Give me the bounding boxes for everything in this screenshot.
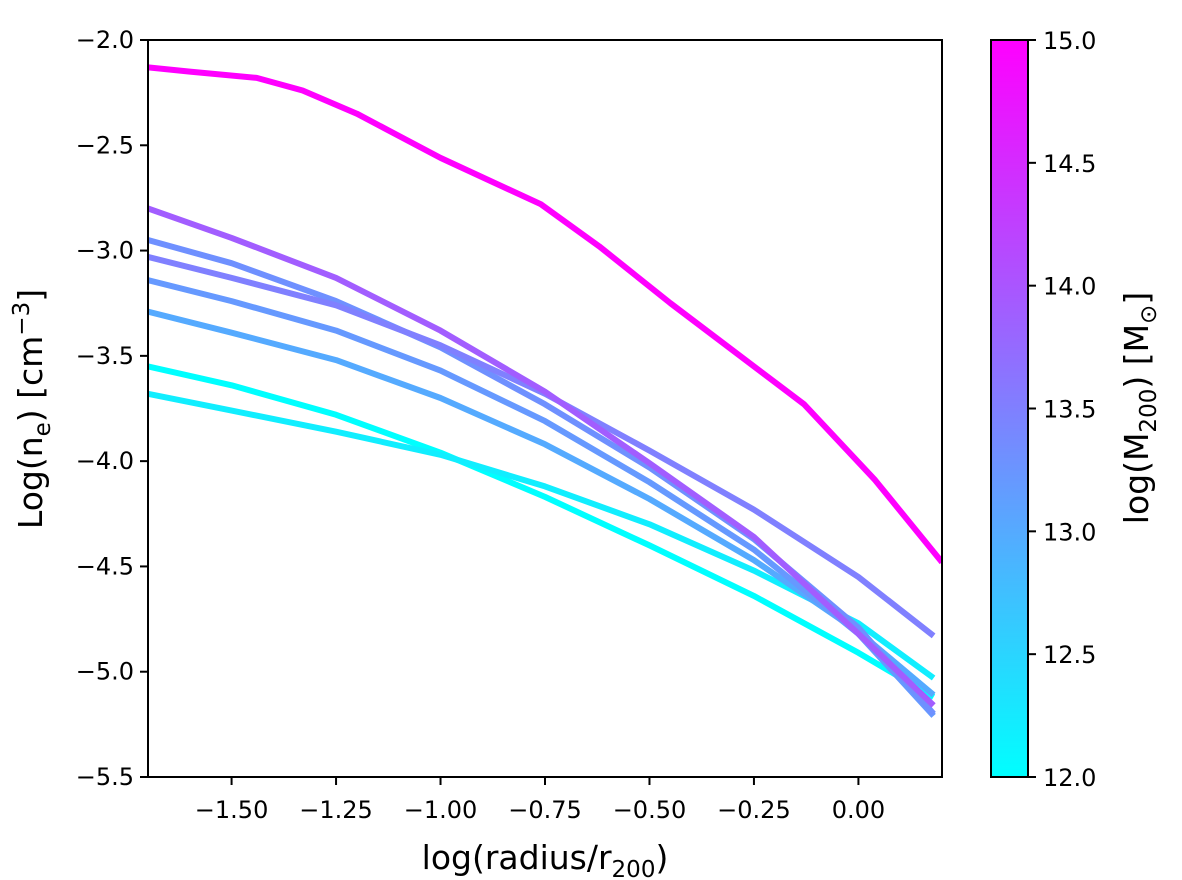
x-tick-label: −0.25: [717, 796, 791, 824]
series-line-1: [148, 363, 936, 700]
x-tick-label: −0.75: [508, 796, 582, 824]
colorbar: [990, 39, 1029, 778]
y-axis: −2.0 −2.5 −3.0 −3.5 −4.0 −4.5 −5.0 −5.5: [76, 26, 148, 791]
series-line-8: [148, 64, 942, 565]
colorbar-axis: 12.0 12.5 13.0 13.5 14.0 14.5 15.0: [1028, 27, 1096, 792]
colorbar-tick-label: 13.5: [1043, 396, 1096, 424]
x-tick-label: −1.25: [299, 796, 373, 824]
y-tick-label: −2.5: [76, 131, 134, 159]
y-tick-label: −3.5: [76, 342, 134, 370]
x-tick-label: 0.00: [832, 796, 885, 824]
series-line-2: [148, 390, 936, 681]
y-tick-label: −5.5: [76, 763, 134, 791]
plot-frame: [147, 39, 943, 778]
y-tick-label: −4.0: [76, 447, 134, 475]
colorbar-tick-label: 14.5: [1043, 150, 1096, 178]
colorbar-label: log(M200) [M⊙]: [1117, 292, 1162, 524]
series-line-3: [148, 308, 936, 698]
y-tick-label: −5.0: [76, 658, 134, 686]
x-tick-label: −1.00: [404, 796, 478, 824]
colorbar-tick-label: 13.0: [1043, 518, 1096, 546]
y-tick-label: −2.0: [76, 26, 134, 54]
colorbar-tick-label: 12.5: [1043, 641, 1096, 669]
y-tick-label: −4.5: [76, 552, 134, 580]
x-tick-label: −1.50: [195, 796, 269, 824]
x-axis-label: log(radius/r200): [422, 838, 669, 880]
colorbar-tick-label: 14.0: [1043, 273, 1096, 301]
x-axis: −1.50 −1.25 −1.00 −0.75 −0.50 −0.25 0.00: [195, 777, 885, 824]
series-layer: [148, 64, 942, 718]
colorbar-tick-label: 15.0: [1043, 27, 1096, 55]
series-line-7: [148, 205, 936, 708]
x-tick-label: −0.50: [613, 796, 687, 824]
colorbar-tick-label: 12.0: [1043, 764, 1096, 792]
y-tick-label: −3.0: [76, 237, 134, 265]
series-line-4: [148, 277, 936, 718]
y-axis-label: Log(ne) [cm−3]: [9, 289, 56, 529]
